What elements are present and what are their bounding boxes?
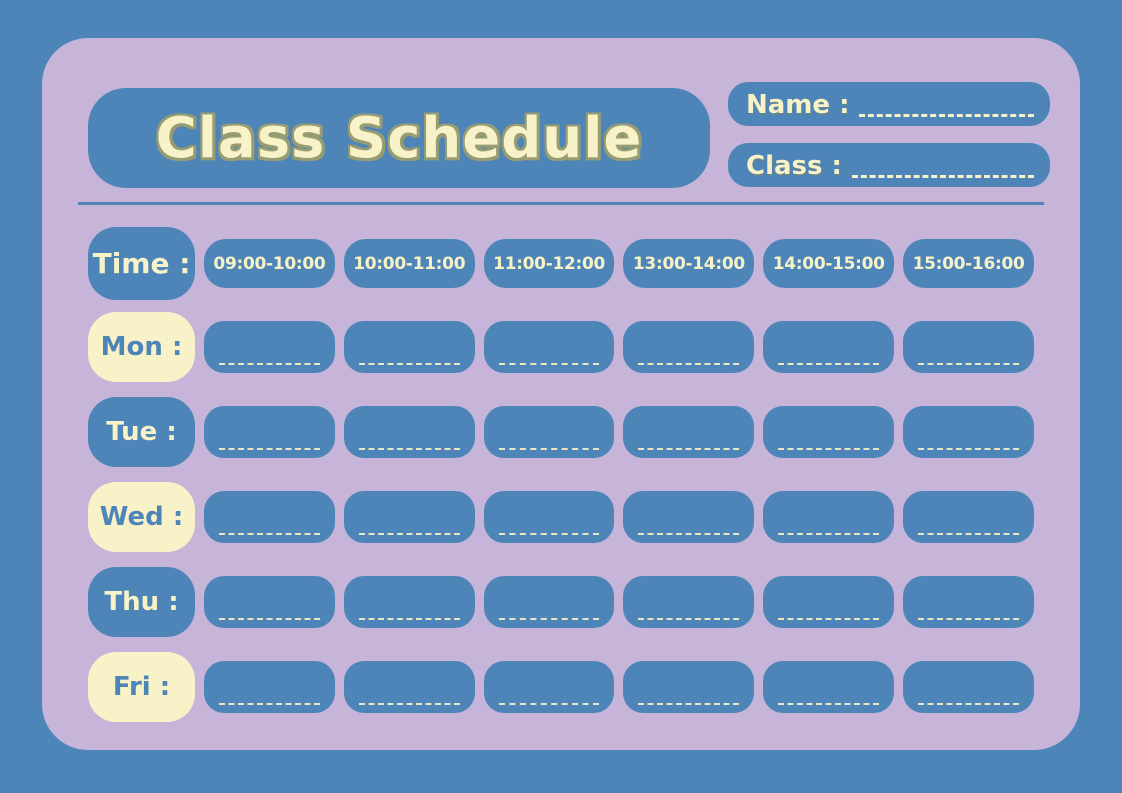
schedule-cell[interactable] — [343, 661, 475, 713]
cell-input-line[interactable] — [498, 618, 600, 620]
cell-input-line[interactable] — [918, 618, 1019, 620]
cell-input-line[interactable] — [638, 703, 740, 705]
time-slot: 10:00-11:00 — [343, 239, 475, 288]
schedule-cell[interactable] — [623, 661, 755, 713]
day-label-box: Mon : — [88, 312, 195, 382]
day-label: Tue : — [106, 417, 177, 447]
schedule-cell[interactable] — [483, 576, 615, 628]
title-box: Class Schedule — [88, 88, 710, 188]
day-label: Thu : — [104, 587, 179, 617]
cell-input-line[interactable] — [358, 618, 460, 620]
header-divider — [78, 202, 1044, 205]
schedule-card: Class Schedule Name : Class : Time : 09:… — [42, 38, 1080, 750]
time-slot: 15:00-16:00 — [903, 239, 1034, 288]
class-label: Class : — [746, 151, 842, 181]
day-label: Mon : — [100, 332, 183, 362]
cell-input-line[interactable] — [219, 703, 320, 705]
cell-input-line[interactable] — [358, 533, 460, 535]
class-input-line[interactable] — [851, 175, 1034, 178]
name-field[interactable]: Name : — [728, 82, 1050, 126]
schedule-cell[interactable] — [483, 406, 615, 458]
day-label: Fri : — [112, 672, 171, 702]
schedule-cell[interactable] — [763, 576, 895, 628]
schedule-cell[interactable] — [623, 576, 755, 628]
schedule-cell[interactable] — [204, 576, 335, 628]
time-label: Time : — [92, 247, 191, 280]
schedule-cell[interactable] — [903, 406, 1034, 458]
cell-input-line[interactable] — [638, 448, 740, 450]
day-label-box: Fri : — [88, 652, 195, 722]
schedule-cell[interactable] — [623, 321, 755, 373]
cell-input-line[interactable] — [358, 703, 460, 705]
cell-input-line[interactable] — [778, 448, 880, 450]
cell-input-line[interactable] — [638, 363, 740, 365]
schedule-cell[interactable] — [204, 406, 335, 458]
cell-input-line[interactable] — [778, 618, 880, 620]
time-slot: 13:00-14:00 — [623, 239, 755, 288]
day-row-fri: Fri : — [88, 652, 1034, 722]
cell-input-line[interactable] — [498, 533, 600, 535]
schedule-cell[interactable] — [763, 321, 895, 373]
cell-input-line[interactable] — [918, 448, 1019, 450]
day-label-box: Thu : — [88, 567, 195, 637]
day-label-box: Tue : — [88, 397, 195, 467]
name-label: Name : — [746, 90, 850, 120]
schedule-cell[interactable] — [483, 321, 615, 373]
schedule-cell[interactable] — [623, 491, 755, 543]
day-label: Wed : — [99, 502, 184, 532]
cell-input-line[interactable] — [918, 703, 1019, 705]
schedule-cell[interactable] — [343, 576, 475, 628]
name-input-line[interactable] — [859, 114, 1034, 117]
schedule-cell[interactable] — [763, 661, 895, 713]
schedule-cell[interactable] — [903, 321, 1034, 373]
cell-input-line[interactable] — [498, 363, 600, 365]
time-slot: 11:00-12:00 — [483, 239, 615, 288]
schedule-cell[interactable] — [204, 321, 335, 373]
schedule-cell[interactable] — [903, 576, 1034, 628]
schedule-cell[interactable] — [623, 406, 755, 458]
cell-input-line[interactable] — [498, 703, 600, 705]
schedule-cell[interactable] — [903, 491, 1034, 543]
time-slot: 09:00-10:00 — [204, 239, 335, 288]
cell-input-line[interactable] — [638, 618, 740, 620]
time-slot: 14:00-15:00 — [763, 239, 895, 288]
schedule-cell[interactable] — [483, 491, 615, 543]
schedule-cell[interactable] — [763, 406, 895, 458]
day-row-wed: Wed : — [88, 482, 1034, 552]
schedule-cell[interactable] — [343, 321, 475, 373]
schedule-cell[interactable] — [343, 491, 475, 543]
schedule-cell[interactable] — [483, 661, 615, 713]
cell-input-line[interactable] — [778, 703, 880, 705]
day-row-thu: Thu : — [88, 567, 1034, 637]
cell-input-line[interactable] — [219, 533, 320, 535]
cell-input-line[interactable] — [219, 618, 320, 620]
cell-input-line[interactable] — [778, 533, 880, 535]
schedule-cell[interactable] — [204, 491, 335, 543]
day-row-tue: Tue : — [88, 397, 1034, 467]
time-label-box: Time : — [88, 227, 195, 300]
schedule-cell[interactable] — [343, 406, 475, 458]
day-row-mon: Mon : — [88, 312, 1034, 382]
cell-input-line[interactable] — [358, 363, 460, 365]
cell-input-line[interactable] — [918, 533, 1019, 535]
schedule-cell[interactable] — [903, 661, 1034, 713]
cell-input-line[interactable] — [638, 533, 740, 535]
schedule-cell[interactable] — [763, 491, 895, 543]
cell-input-line[interactable] — [219, 363, 320, 365]
cell-input-line[interactable] — [498, 448, 600, 450]
day-label-box: Wed : — [88, 482, 195, 552]
time-row: Time : 09:00-10:00 10:00-11:00 11:00-12:00… — [88, 227, 1034, 300]
cell-input-line[interactable] — [778, 363, 880, 365]
schedule-cell[interactable] — [204, 661, 335, 713]
page-title: Class Schedule — [155, 105, 643, 171]
class-field[interactable]: Class : — [728, 143, 1050, 187]
cell-input-line[interactable] — [219, 448, 320, 450]
cell-input-line[interactable] — [918, 363, 1019, 365]
cell-input-line[interactable] — [358, 448, 460, 450]
schedule-grid: Time : 09:00-10:00 10:00-11:00 11:00-12:00… — [88, 227, 1034, 737]
